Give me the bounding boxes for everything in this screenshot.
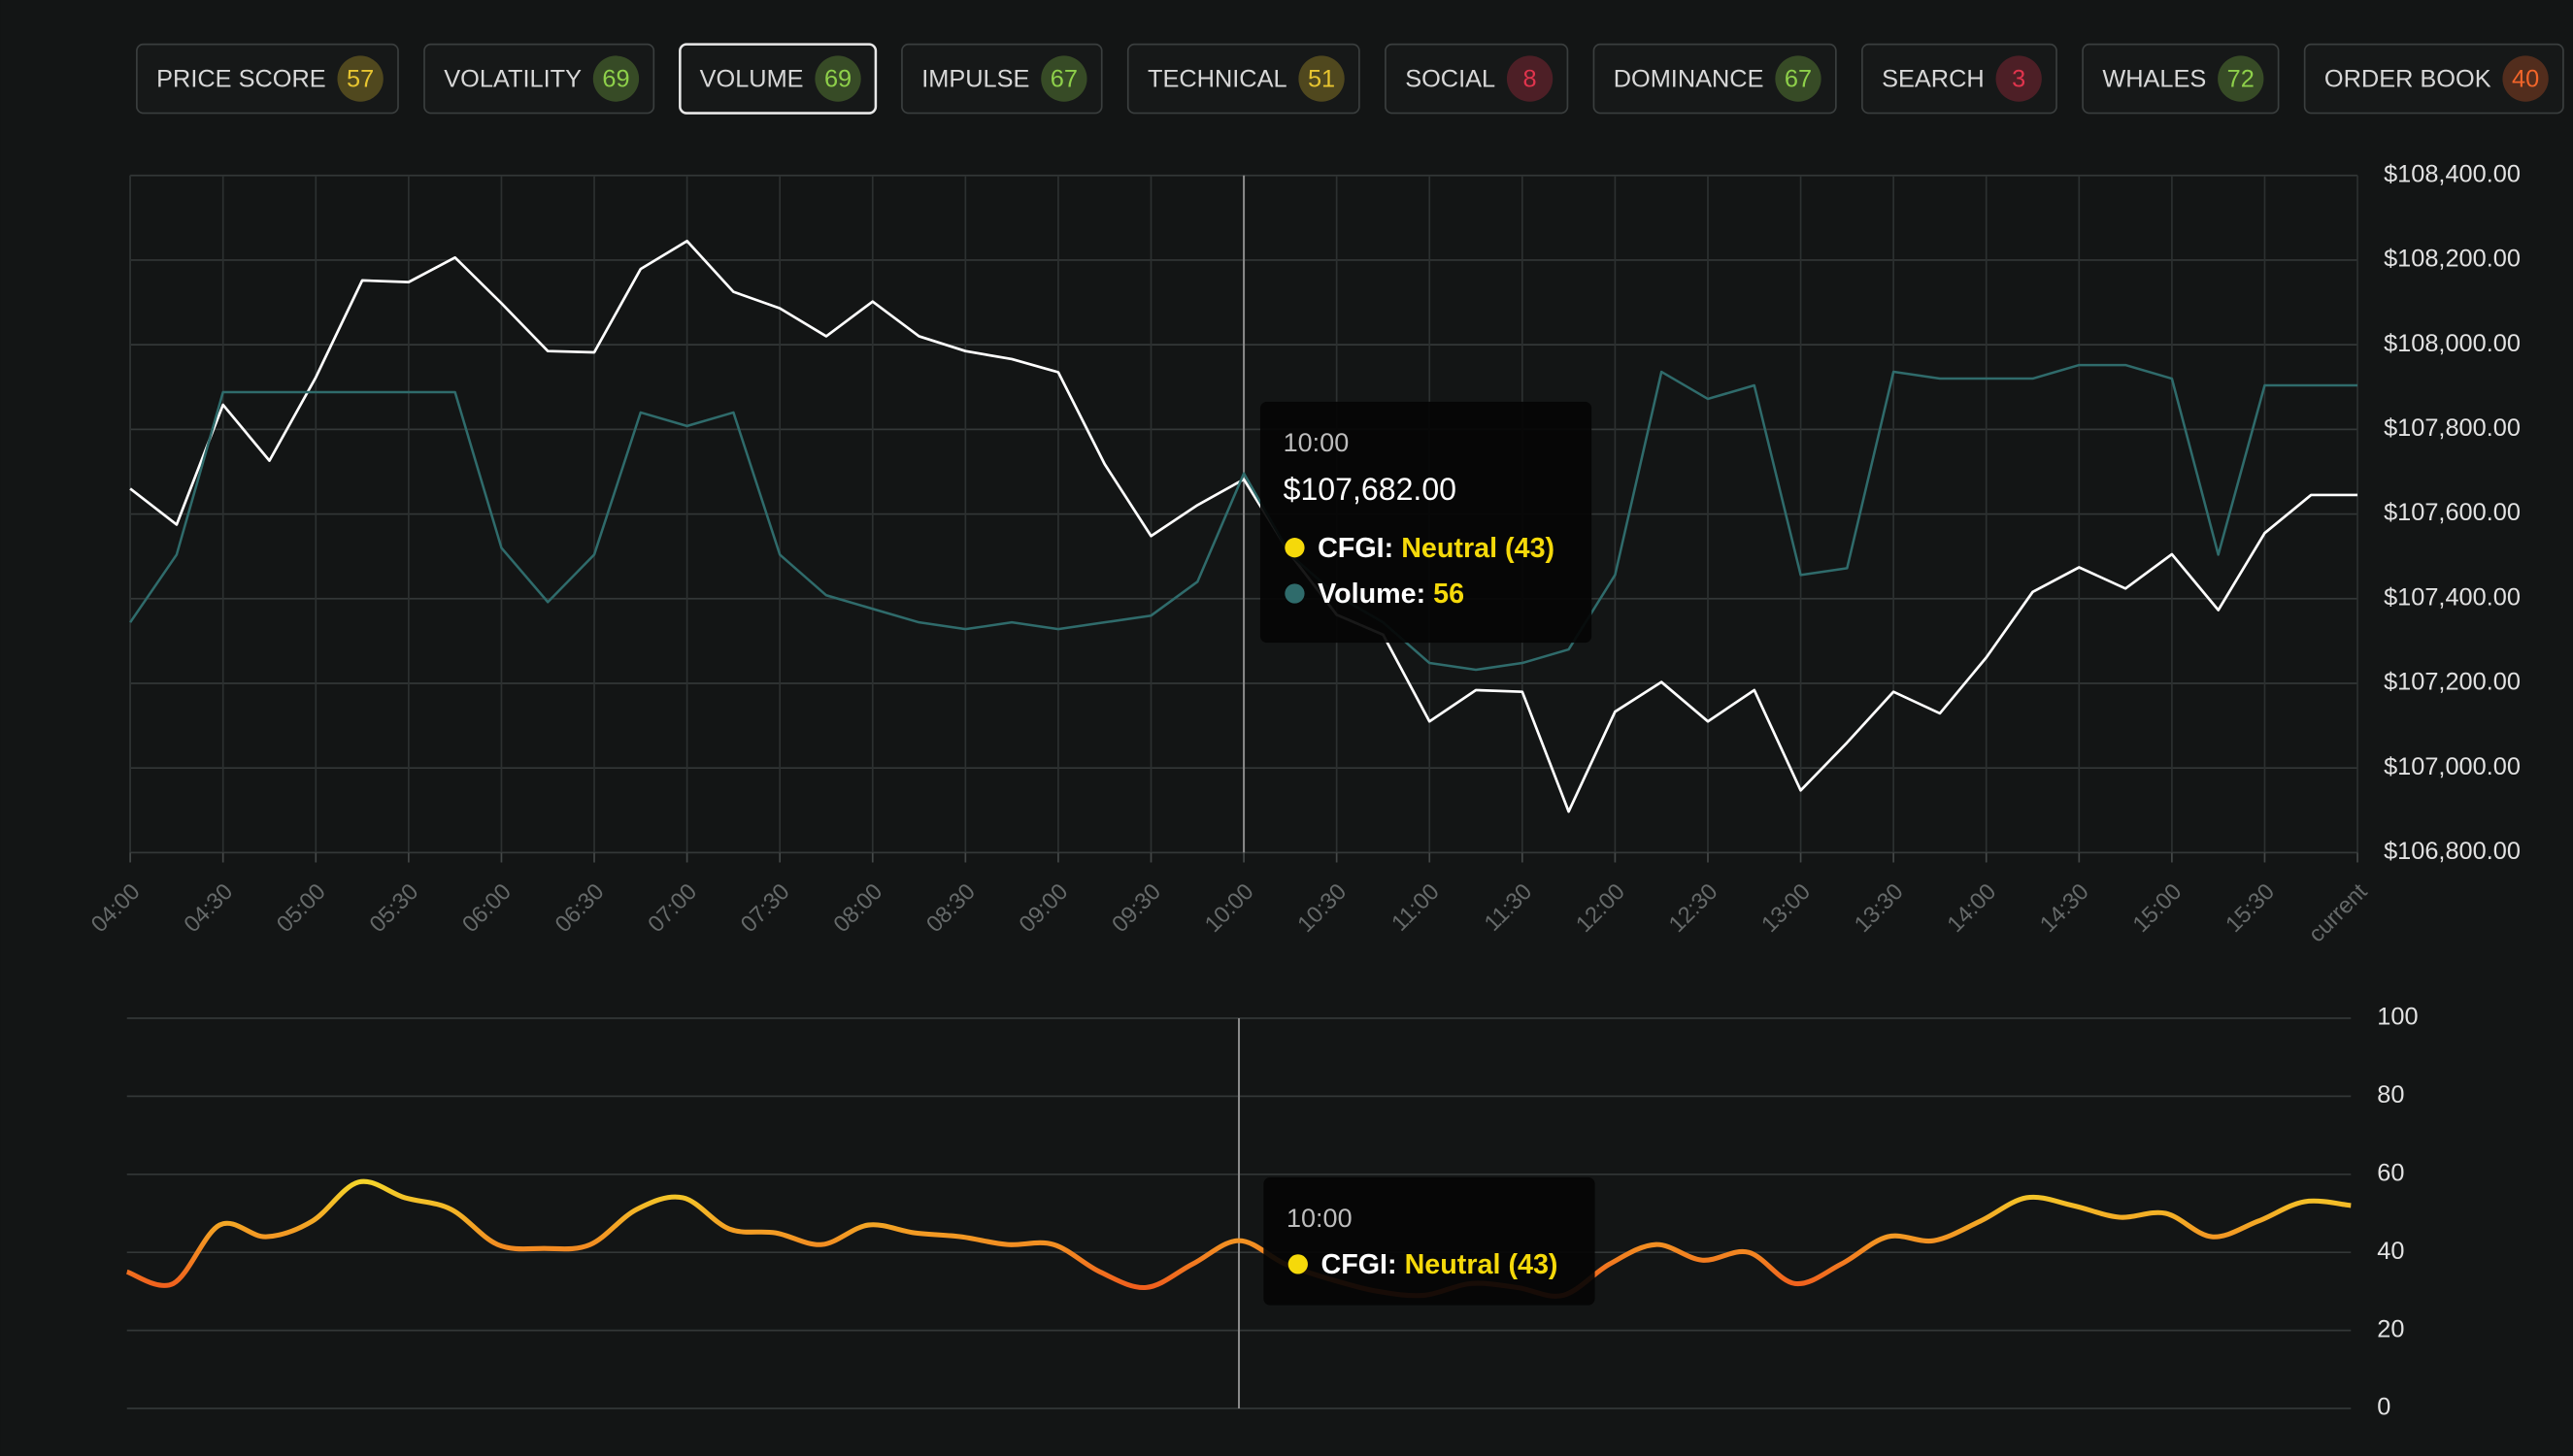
tab-label[interactable]: TECHNICAL <box>1148 65 1287 92</box>
cfgi-chart: 0 20 40 60 80 100 <box>125 1004 2419 1421</box>
tab-box[interactable] <box>679 43 878 115</box>
tab-label[interactable]: PRICE SCORE <box>156 65 326 92</box>
tab-box[interactable] <box>1861 43 2057 115</box>
tooltip: 10:00 $107,682.00 CFGI: Neutral (43) Vol… <box>1259 401 1592 644</box>
tab-label[interactable]: SEARCH <box>1882 65 1985 92</box>
tab-box[interactable] <box>1592 43 1837 115</box>
tab-score[interactable]: 57 <box>347 65 374 92</box>
tooltip-title: 10:00 <box>1284 428 1350 457</box>
y-tick-label: 40 <box>2377 1238 2404 1265</box>
y-tick-label: $107,800.00 <box>2384 414 2521 442</box>
item-name: CFGI: <box>1320 1249 1396 1280</box>
tooltip-title: 10:00 <box>1286 1204 1353 1233</box>
tab-badge[interactable] <box>1506 55 1554 102</box>
tab-badge[interactable] <box>337 55 384 102</box>
volume-line <box>129 363 2358 672</box>
item-name: Volume: <box>1318 579 1425 610</box>
tab-box[interactable] <box>1385 43 1569 115</box>
tooltip-dot <box>1285 583 1305 604</box>
tooltip-dot <box>1285 538 1305 558</box>
y-tick-label: 60 <box>2377 1159 2404 1186</box>
tooltip-dot <box>1287 1254 1308 1274</box>
tab-score[interactable]: 72 <box>2227 65 2255 92</box>
tab-score[interactable]: 67 <box>1051 65 1078 92</box>
tab[interactable]: VOLUME 69 <box>679 43 878 115</box>
tooltip-value: $107,682.00 <box>1284 472 1456 507</box>
tab[interactable]: VOLATILITY 69 <box>423 43 655 115</box>
y-tick-label: $108,000.00 <box>2384 330 2521 357</box>
tooltip-item: CFGI: Neutral (43) <box>1318 532 1554 563</box>
tab-score[interactable]: 40 <box>2512 65 2539 92</box>
tab-label[interactable]: WHALES <box>2102 65 2206 92</box>
tab[interactable]: SEARCH 3 <box>1861 43 2057 115</box>
tab-bar: PRICE SCORE 57 VOLATILITY 69 VOLUME 69 IMPULSE… <box>136 43 2564 115</box>
tab-score[interactable]: 51 <box>1308 65 1335 92</box>
tab-box[interactable] <box>423 43 655 115</box>
tab-label[interactable]: VOLUME <box>700 65 804 92</box>
item-value: Neutral (43) <box>1405 1249 1558 1280</box>
tab[interactable]: TECHNICAL 51 <box>1126 43 1360 115</box>
y-tick-label: 20 <box>2377 1315 2404 1342</box>
tooltip-box <box>1263 1176 1595 1306</box>
tab-badge[interactable] <box>1995 55 2042 102</box>
price-chart: $106,800.00 $107,000.00 $107,200.00 $107,40… <box>86 160 2521 947</box>
y-tick-label: $107,600.00 <box>2384 499 2521 526</box>
tab-label[interactable]: DOMINANCE <box>1614 65 1764 92</box>
cfgi-line <box>125 1178 2352 1299</box>
tab-box[interactable] <box>2082 43 2280 115</box>
y-tick-label: $107,000.00 <box>2384 753 2521 780</box>
y-tick-label: $107,400.00 <box>2384 583 2521 611</box>
tab-badge[interactable] <box>2218 55 2264 102</box>
tab-score[interactable]: 8 <box>1523 65 1537 92</box>
tab-box[interactable] <box>901 43 1103 115</box>
tab-badge[interactable] <box>1775 55 1821 102</box>
tab[interactable]: IMPULSE 67 <box>901 43 1103 115</box>
tab-box[interactable] <box>1126 43 1360 115</box>
tooltip-box <box>1259 401 1592 644</box>
y-tick-label: $108,200.00 <box>2384 246 2521 273</box>
tooltip: 10:00 CFGI: Neutral (43) <box>1263 1176 1595 1306</box>
tab-badge[interactable] <box>1041 55 1087 102</box>
y-tick-label: 0 <box>2377 1394 2390 1421</box>
tab[interactable]: WHALES 72 <box>2082 43 2280 115</box>
tab-label[interactable]: ORDER BOOK <box>2324 65 2491 92</box>
tab-badge[interactable] <box>815 55 861 102</box>
price-line <box>129 239 2358 813</box>
y-tick-label: $108,400.00 <box>2384 160 2521 187</box>
tab-score[interactable]: 67 <box>1785 65 1812 92</box>
tab-score[interactable]: 3 <box>2012 65 2025 92</box>
tab-badge[interactable] <box>592 55 640 102</box>
tab-score[interactable]: 69 <box>602 65 629 92</box>
tooltip-item: Volume: 56 <box>1318 579 1464 610</box>
y-tick-label: 80 <box>2377 1081 2404 1109</box>
tab-score[interactable]: 69 <box>824 65 852 92</box>
tab-badge[interactable] <box>1298 55 1345 102</box>
item-value: 56 <box>1433 579 1464 610</box>
tab[interactable]: ORDER BOOK 40 <box>2303 43 2564 115</box>
tab[interactable]: DOMINANCE 67 <box>1592 43 1837 115</box>
tooltip-item: CFGI: Neutral (43) <box>1320 1249 1557 1280</box>
tab[interactable]: PRICE SCORE 57 <box>136 43 399 115</box>
item-name: CFGI: <box>1318 532 1393 563</box>
y-tick-label: $106,800.00 <box>2384 838 2521 865</box>
tab-label[interactable]: IMPULSE <box>921 65 1029 92</box>
tab-label[interactable]: SOCIAL <box>1405 65 1495 92</box>
tab[interactable]: SOCIAL 8 <box>1385 43 1569 115</box>
tab-label[interactable]: VOLATILITY <box>444 65 582 92</box>
tab-box[interactable] <box>136 43 399 115</box>
tab-badge[interactable] <box>2502 55 2549 102</box>
y-tick-label: $107,200.00 <box>2384 669 2521 696</box>
tab-box[interactable] <box>2303 43 2564 115</box>
item-value: Neutral (43) <box>1401 532 1554 563</box>
y-tick-label: 100 <box>2377 1004 2418 1031</box>
